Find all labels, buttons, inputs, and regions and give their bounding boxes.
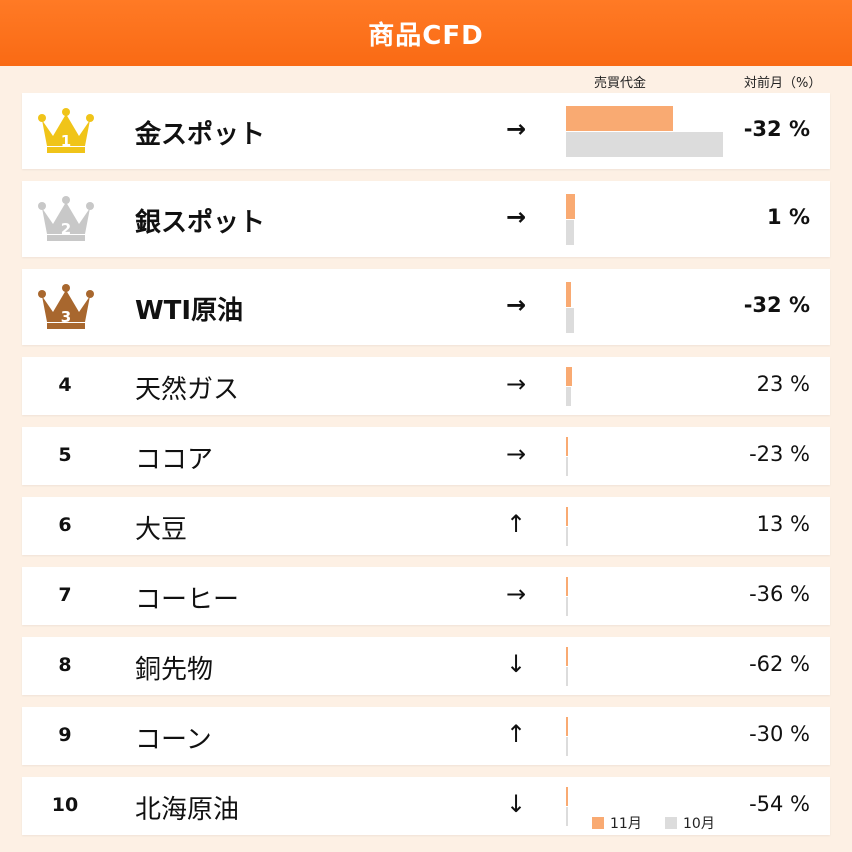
ranking-row: 8 銅先物 ↓ -62 % <box>22 637 830 695</box>
commodity-name: WTI原油 <box>135 296 244 326</box>
legend-label: 10月 <box>683 816 715 832</box>
rank-number: 6 <box>58 514 72 536</box>
legend-label: 11月 <box>610 816 642 832</box>
month-over-month-change: 13 % <box>756 512 810 536</box>
commodity-name: 大豆 <box>135 515 188 545</box>
bar-october <box>566 131 723 157</box>
commodity-name: 銀スポット <box>135 208 266 238</box>
column-header-volume: 売買代金 <box>594 76 647 91</box>
bar-november <box>566 506 568 526</box>
rank-number: 7 <box>58 584 72 606</box>
trend-arrow-icon: → <box>505 580 527 608</box>
month-over-month-change: -30 % <box>749 722 810 746</box>
rank-number: 2 <box>60 220 72 238</box>
crown-icon: 2 <box>38 194 94 244</box>
rank-number: 10 <box>51 794 79 816</box>
column-header-change: 対前月（%） <box>744 76 822 91</box>
bar-november <box>566 716 568 736</box>
bar-october <box>566 456 568 476</box>
commodity-name: コーン <box>135 725 212 755</box>
bar-october <box>566 806 568 826</box>
trend-arrow-icon: → <box>505 203 527 231</box>
rank-number: 1 <box>60 132 72 150</box>
commodity-name: 北海原油 <box>135 795 240 825</box>
page-header: 商品CFD <box>0 0 852 66</box>
bar-november <box>566 576 568 596</box>
ranking-row: 9 コーン ↑ -30 % <box>22 707 830 765</box>
commodity-name: ココア <box>135 445 214 475</box>
ranking-row: 4 天然ガス → 23 % <box>22 357 830 415</box>
bar-november <box>566 105 673 131</box>
trend-arrow-icon: → <box>505 370 527 398</box>
ranking-row: 7 コーヒー → -36 % <box>22 567 830 625</box>
trend-arrow-icon: → <box>505 115 527 143</box>
rank-number: 8 <box>58 654 72 676</box>
trend-arrow-icon: ↑ <box>505 720 527 748</box>
trend-arrow-icon: → <box>505 291 527 319</box>
month-over-month-change: -54 % <box>749 792 810 816</box>
ranking-row: 5 ココア → -23 % <box>22 427 830 485</box>
crown-icon: 3 <box>38 282 94 332</box>
page-title: 商品CFD <box>368 20 484 51</box>
bar-november <box>566 366 573 386</box>
trend-arrow-icon: → <box>505 440 527 468</box>
bar-october <box>566 666 568 686</box>
commodity-name: 銅先物 <box>135 655 214 685</box>
bar-october <box>566 307 574 333</box>
month-over-month-change: -36 % <box>749 582 810 606</box>
bar-november <box>566 436 568 456</box>
crown-icon: 1 <box>38 106 94 156</box>
bar-november <box>566 193 576 219</box>
commodity-name: 金スポット <box>135 120 266 150</box>
month-over-month-change: -32 % <box>743 117 810 141</box>
bar-october <box>566 386 571 406</box>
bar-october <box>566 219 574 245</box>
legend-swatch-icon <box>592 817 604 829</box>
rank-number: 5 <box>58 444 72 466</box>
ranking-row: 1 金スポット → -32 % <box>22 93 830 169</box>
rank-number: 3 <box>60 308 72 326</box>
month-over-month-change: -32 % <box>743 293 810 317</box>
bar-november <box>566 281 571 307</box>
bar-october <box>566 596 568 616</box>
rank-number: 4 <box>58 374 72 396</box>
trend-arrow-icon: ↓ <box>505 790 527 818</box>
ranking-row: 10 北海原油 ↓ -54 % 11月 10月 <box>22 777 830 835</box>
rank-number: 9 <box>58 724 72 746</box>
trend-arrow-icon: ↓ <box>505 650 527 678</box>
commodity-name: コーヒー <box>135 585 240 615</box>
ranking-row: 2 銀スポット → 1 % <box>22 181 830 257</box>
legend-october: 10月 <box>665 813 715 833</box>
legend-november: 11月 <box>592 813 642 833</box>
month-over-month-change: -23 % <box>749 442 810 466</box>
commodity-name: 天然ガス <box>135 375 240 405</box>
trend-arrow-icon: ↑ <box>505 510 527 538</box>
month-over-month-change: 1 % <box>767 205 810 229</box>
bar-october <box>566 526 568 546</box>
bar-october <box>566 736 568 756</box>
legend-swatch-icon <box>665 817 677 829</box>
month-over-month-change: 23 % <box>756 372 810 396</box>
bar-november <box>566 646 568 666</box>
bar-november <box>566 786 568 806</box>
ranking-row: 6 大豆 ↑ 13 % <box>22 497 830 555</box>
month-over-month-change: -62 % <box>749 652 810 676</box>
ranking-row: 3 WTI原油 → -32 % <box>22 269 830 345</box>
